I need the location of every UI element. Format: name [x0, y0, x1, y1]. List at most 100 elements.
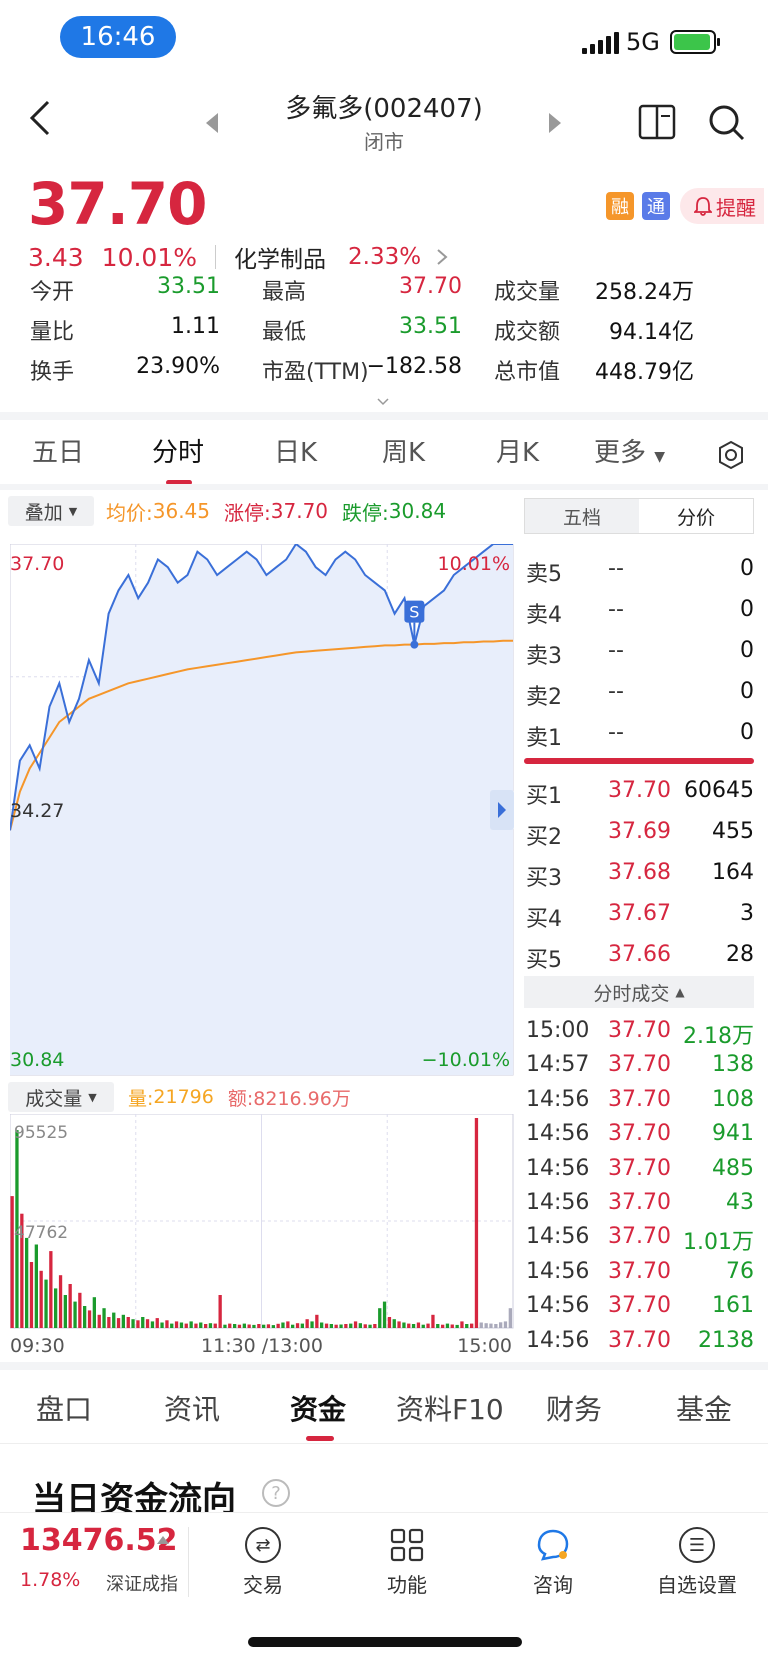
prev-stock-icon[interactable]: [205, 112, 219, 134]
tick-price: 37.70: [608, 1190, 671, 1215]
index-value[interactable]: 13476.52: [20, 1523, 178, 1558]
volume-bar: [247, 1324, 251, 1328]
tick-row: 14:56 37.70 2138: [524, 1324, 756, 1358]
level-label: 买1: [526, 784, 562, 809]
connect-badge[interactable]: 通: [642, 192, 670, 220]
volume-bar: [136, 1320, 140, 1328]
tab-monthly-k[interactable]: 月K: [496, 438, 540, 468]
last-price: 37.70: [28, 170, 207, 238]
help-icon[interactable]: ?: [262, 1479, 290, 1507]
sell-marker[interactable]: S: [404, 600, 425, 649]
level-price: 37.69: [608, 819, 671, 844]
tick-price: 37.70: [608, 1327, 671, 1353]
ask-row[interactable]: 卖1 -- 0: [524, 712, 756, 752]
alert-button[interactable]: 提醒: [680, 188, 764, 224]
nav-trade[interactable]: ⇄ 交易: [208, 1527, 318, 1598]
level-label: 买3: [526, 866, 562, 891]
tick-time: 14:57: [526, 1052, 590, 1078]
stat-value: 33.51: [157, 274, 220, 299]
volume-bar: [34, 1244, 38, 1328]
ask-row[interactable]: 卖2 -- 0: [524, 671, 756, 711]
tab-intraday[interactable]: 分时: [152, 438, 205, 468]
index-pct: 1.78%: [20, 1569, 81, 1591]
volume-bar: [407, 1323, 411, 1328]
tick-row: 14:56 37.70 485: [524, 1152, 756, 1186]
home-indicator: [248, 1637, 522, 1647]
bid-row[interactable]: 买1 37.70 60645: [524, 770, 756, 810]
ask-row[interactable]: 卖5 -- 0: [524, 548, 756, 588]
stat-value: 1.11: [171, 314, 220, 339]
limit-down-label: 跌停:: [342, 500, 389, 525]
search-icon[interactable]: [708, 104, 746, 142]
price-line: [10, 544, 513, 831]
tab-handicap[interactable]: 盘口: [36, 1393, 93, 1426]
overlay-button[interactable]: 叠加 ▼: [8, 496, 94, 526]
nav-consult[interactable]: 咨询: [498, 1527, 608, 1598]
volume-chart[interactable]: 95525 47762 09:30 11:30 /13:00 15:00: [10, 1114, 514, 1360]
volume-bar: [58, 1275, 63, 1328]
tab-more[interactable]: 更多 ▼: [594, 432, 665, 469]
bid-row[interactable]: 买5 37.66 28: [524, 934, 756, 974]
expand-chart-handle[interactable]: [490, 790, 514, 830]
back-icon[interactable]: [28, 100, 54, 136]
volume-bar: [131, 1319, 135, 1328]
level-label: 买2: [526, 825, 562, 850]
margin-badge[interactable]: 融: [606, 192, 634, 220]
tab-capital[interactable]: 资金: [290, 1393, 347, 1426]
tab-weekly-k[interactable]: 周K: [382, 438, 426, 468]
bid-row[interactable]: 买2 37.69 455: [524, 811, 756, 851]
intraday-chart[interactable]: S 37.70 10.01% 34.27 30.84 −10.01%: [10, 544, 514, 1076]
stock-title: 多氟多(002407): [285, 94, 483, 124]
bid-row[interactable]: 买4 37.67 3: [524, 893, 756, 933]
ticks-header[interactable]: 分时成交 ▲: [524, 976, 754, 1008]
bottom-bar: 13476.52 1.78% 深证成指 ⇄ 交易 功能 咨询 ☰ 自选设置: [0, 1512, 768, 1662]
split-view-icon[interactable]: [638, 104, 676, 140]
volume-bar: [25, 1237, 29, 1328]
nav-watchlist-settings[interactable]: ☰ 自选设置: [642, 1527, 752, 1598]
sector-name[interactable]: 化学制品: [234, 247, 326, 273]
level-volume: 0: [740, 556, 754, 581]
vol-max-label: 95525: [14, 1123, 68, 1143]
sector-pct[interactable]: 2.33%: [348, 244, 422, 270]
volume-bar: [474, 1118, 479, 1328]
next-stock-icon[interactable]: [548, 112, 562, 134]
ask-row[interactable]: 卖3 -- 0: [524, 630, 756, 670]
grid-icon: [390, 1528, 424, 1562]
battery-icon: [670, 30, 720, 54]
volume-bar: [92, 1297, 96, 1328]
tab-news[interactable]: 资讯: [164, 1393, 221, 1426]
tab-five-levels[interactable]: 五档: [525, 499, 639, 533]
volume-bar: [349, 1323, 353, 1328]
tab-f10[interactable]: 资料F10: [396, 1393, 504, 1426]
expand-stats-icon[interactable]: [377, 398, 389, 406]
volume-bar: [174, 1321, 179, 1328]
tab-five-day[interactable]: 五日: [32, 438, 85, 468]
volume-bar: [499, 1322, 503, 1328]
limit-down-value: 30.84: [388, 499, 447, 523]
stat-label: 成交额: [494, 320, 561, 345]
volume-selector[interactable]: 成交量 ▼: [8, 1082, 114, 1112]
volume-bar: [334, 1324, 338, 1328]
level-volume: 0: [740, 679, 754, 704]
y-top-pct-label: 10.01%: [438, 553, 510, 575]
tab-finance[interactable]: 财务: [546, 1393, 603, 1426]
stat-label: 最低: [262, 320, 307, 345]
bid-row[interactable]: 买3 37.68 164: [524, 852, 756, 892]
settings-icon[interactable]: [716, 440, 746, 470]
caret-down-icon: ▼: [68, 504, 78, 518]
volume-bar: [460, 1321, 464, 1328]
stat-label: 市盈(TTM): [262, 360, 369, 385]
tab-daily-k[interactable]: 日K: [274, 438, 318, 468]
volume-bar: [218, 1295, 222, 1328]
tab-fund[interactable]: 基金: [676, 1393, 733, 1426]
chevron-right-icon[interactable]: [435, 247, 449, 267]
volume-bar: [39, 1270, 43, 1328]
nav-functions[interactable]: 功能: [352, 1527, 462, 1598]
ask-row[interactable]: 卖4 -- 0: [524, 589, 756, 629]
tick-price: 37.70: [608, 1052, 671, 1078]
nav-functions-label: 功能: [387, 1573, 427, 1597]
volume-bar: [382, 1301, 387, 1328]
order-book-tabs: 五档 分价: [524, 498, 754, 534]
tab-price-distribution[interactable]: 分价: [639, 499, 753, 533]
volume-bar: [324, 1323, 329, 1328]
